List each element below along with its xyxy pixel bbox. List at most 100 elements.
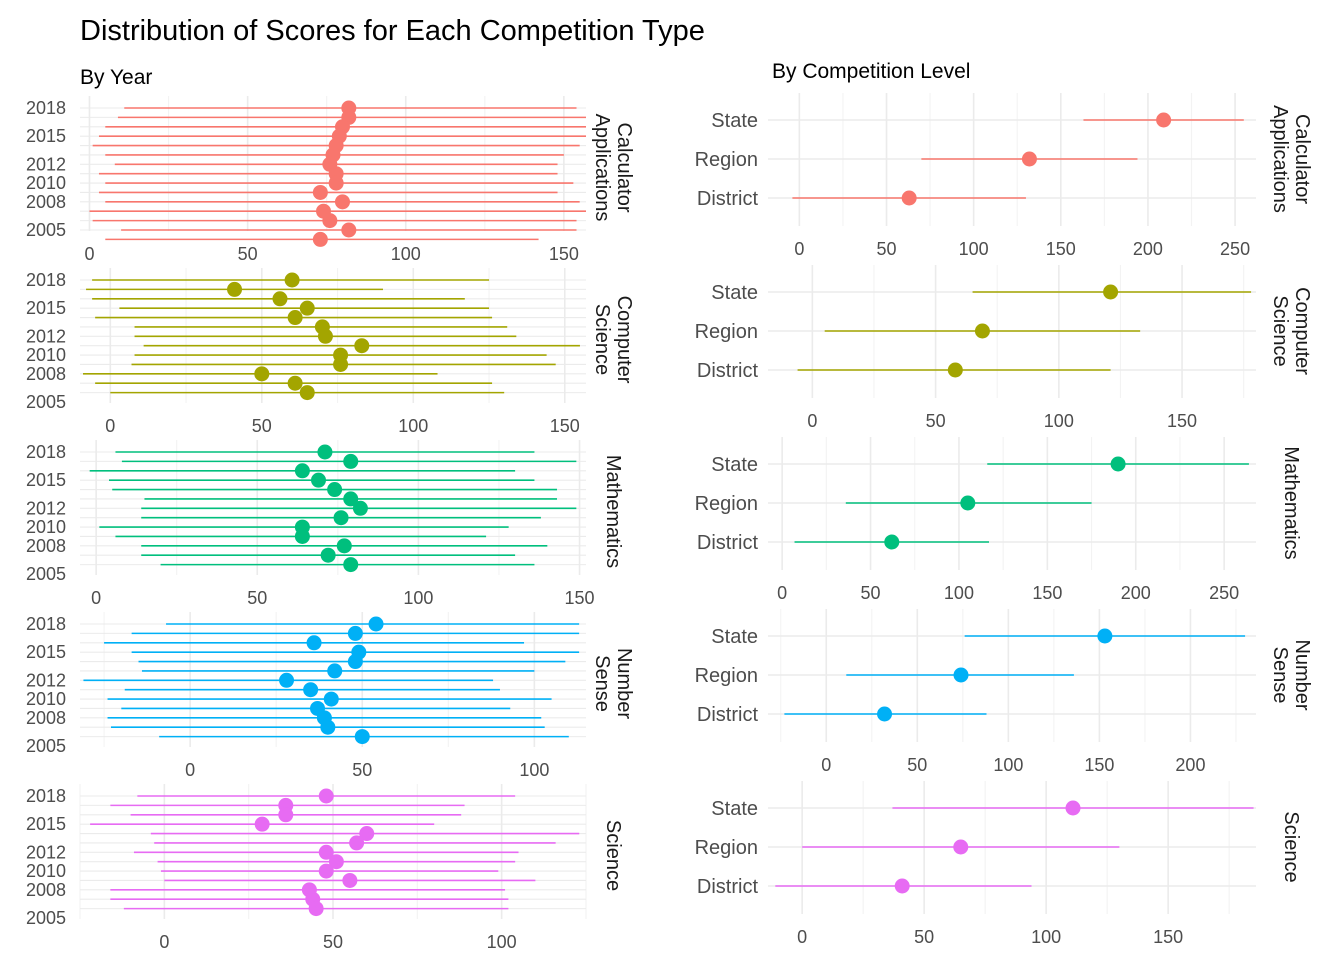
level-computer-science-y-tick-label: Region bbox=[695, 321, 758, 343]
year-calculator-applications-y-tick-label: 2010 bbox=[26, 173, 66, 193]
year-mathematics-mean-point-2016 bbox=[294, 463, 310, 479]
year-mathematics-x-tick-label: 0 bbox=[91, 588, 101, 608]
level-number-sense-strip-label: NumberSense bbox=[1269, 639, 1313, 710]
level-mathematics-x-tick-label: 0 bbox=[777, 583, 787, 603]
year-science-mean-point-2010 bbox=[318, 863, 334, 879]
year-mathematics-mean-point-2011 bbox=[333, 510, 349, 526]
year-computer-science-mean-point-2007 bbox=[287, 375, 303, 391]
year-number-sense-strip-label: NumberSense bbox=[591, 648, 635, 719]
year-mathematics-y-tick-label: 2010 bbox=[26, 517, 66, 537]
level-mathematics-x-tick-label: 250 bbox=[1209, 583, 1239, 603]
year-mathematics-mean-point-2008 bbox=[336, 538, 352, 554]
year-number-sense-mean-point-2014 bbox=[347, 654, 363, 670]
year-calculator-applications-strip-label-line: Applications bbox=[591, 114, 613, 222]
level-mathematics-x-tick-label: 200 bbox=[1121, 583, 1151, 603]
level-calculator-applications-strip-label-line: Applications bbox=[1269, 105, 1291, 213]
year-computer-science-y-tick-label: 2005 bbox=[26, 392, 66, 412]
level-number-sense-x-tick-label: 100 bbox=[993, 755, 1023, 775]
year-number-sense-y-tick-label: 2010 bbox=[26, 689, 66, 709]
right-panel-subtitle: By Competition Level bbox=[772, 60, 970, 83]
year-mathematics-strip-label-line: Mathematics bbox=[602, 455, 624, 568]
year-calculator-applications-mean-point-2006 bbox=[322, 213, 338, 229]
level-number-sense-strip-label-line: Sense bbox=[1269, 647, 1291, 704]
level-calculator-applications-y-tick-label: Region bbox=[695, 149, 758, 171]
level-number-sense-y-tick-label: State bbox=[711, 626, 758, 648]
year-science-strip-label-line: Science bbox=[602, 820, 624, 891]
year-science-mean-point-2012 bbox=[318, 844, 334, 860]
year-number-sense-y-tick-label: 2015 bbox=[26, 642, 66, 662]
level-computer-science-y-tick-label: District bbox=[697, 360, 759, 382]
level-calculator-applications-facet: 0 50 100 150 200 250 State Region District Calcul… bbox=[695, 93, 1313, 259]
year-computer-science-mean-point-2006 bbox=[299, 385, 315, 401]
level-computer-science-x-tick-label: 50 bbox=[926, 411, 946, 431]
level-mathematics-facet: 0 50 100 150 200 250 State Region District Mathem… bbox=[695, 437, 1302, 603]
level-number-sense-strip-label-line: Number bbox=[1291, 639, 1313, 710]
level-science-mean-point-state bbox=[1065, 800, 1081, 816]
year-science-y-tick-label: 2018 bbox=[26, 786, 66, 806]
level-calculator-applications-x-tick-label: 150 bbox=[1046, 239, 1076, 259]
year-mathematics-mean-point-2007 bbox=[320, 547, 336, 563]
year-calculator-applications-y-tick-label: 2015 bbox=[26, 126, 66, 146]
level-calculator-applications-x-tick-label: 200 bbox=[1133, 239, 1163, 259]
level-science-y-tick-label: Region bbox=[695, 837, 758, 859]
year-mathematics-mean-point-2009 bbox=[294, 528, 310, 544]
year-mathematics-x-tick-label: 150 bbox=[565, 588, 595, 608]
level-computer-science-mean-point-state bbox=[1103, 284, 1119, 300]
level-number-sense-y-tick-label: District bbox=[697, 704, 759, 726]
year-mathematics-y-tick-label: 2012 bbox=[26, 498, 66, 518]
level-science-facet: 0 50 100 150 State Region District Science bbox=[695, 781, 1302, 947]
level-computer-science-x-tick-label: 150 bbox=[1167, 411, 1197, 431]
year-mathematics-y-tick-label: 2005 bbox=[26, 564, 66, 584]
year-number-sense-y-tick-label: 2005 bbox=[26, 736, 66, 756]
year-computer-science-mean-point-2012 bbox=[317, 328, 333, 344]
year-mathematics-y-tick-label: 2018 bbox=[26, 442, 66, 462]
year-science-x-tick-label: 100 bbox=[487, 932, 517, 952]
year-science-y-tick-label: 2008 bbox=[26, 880, 66, 900]
level-science-x-tick-label: 100 bbox=[1031, 927, 1061, 947]
level-science-y-tick-label: State bbox=[711, 798, 758, 820]
year-computer-science-strip-label: ComputerScience bbox=[591, 296, 635, 384]
year-science-mean-point-2011 bbox=[328, 854, 344, 870]
year-calculator-applications-mean-point-2005 bbox=[341, 222, 357, 238]
level-mathematics-x-tick-label: 100 bbox=[944, 583, 974, 603]
level-number-sense-x-tick-label: 0 bbox=[821, 755, 831, 775]
year-computer-science-mean-point-2008 bbox=[254, 366, 270, 382]
level-computer-science-mean-point-region bbox=[974, 323, 990, 339]
left-panel-subtitle: By Year bbox=[80, 66, 152, 89]
year-mathematics-y-tick-label: 2015 bbox=[26, 470, 66, 490]
level-number-sense-y-tick-label: Region bbox=[695, 665, 758, 687]
year-number-sense-strip-label-line: Sense bbox=[591, 655, 613, 712]
year-number-sense-x-tick-label: 100 bbox=[519, 760, 549, 780]
year-calculator-applications-y-tick-label: 2018 bbox=[26, 98, 66, 118]
year-number-sense-mean-point-2010 bbox=[323, 691, 339, 707]
year-computer-science-y-tick-label: 2010 bbox=[26, 345, 66, 365]
year-number-sense-x-tick-label: 0 bbox=[185, 760, 195, 780]
year-number-sense-mean-point-2011 bbox=[303, 682, 319, 698]
year-mathematics-strip-label: Mathematics bbox=[602, 455, 624, 568]
year-mathematics-x-tick-label: 100 bbox=[403, 588, 433, 608]
level-number-sense-x-tick-label: 150 bbox=[1084, 755, 1114, 775]
year-computer-science-strip-label-line: Computer bbox=[613, 296, 635, 384]
level-computer-science-mean-point-district bbox=[947, 362, 963, 378]
level-science-y-tick-label: District bbox=[697, 876, 759, 898]
level-mathematics-y-tick-label: Region bbox=[695, 493, 758, 515]
level-calculator-applications-mean-point-state bbox=[1156, 112, 1172, 128]
level-calculator-applications-mean-point-district bbox=[901, 190, 917, 206]
level-calculator-applications-x-tick-label: 0 bbox=[794, 239, 804, 259]
year-science-mean-point-2018 bbox=[318, 788, 334, 804]
year-science-y-tick-label: 2015 bbox=[26, 814, 66, 834]
year-computer-science-strip-label-line: Science bbox=[591, 304, 613, 375]
year-calculator-applications-y-tick-label: 2005 bbox=[26, 220, 66, 240]
year-science-x-tick-label: 0 bbox=[159, 932, 169, 952]
level-science-mean-point-district bbox=[894, 878, 910, 894]
level-number-sense-x-tick-label: 200 bbox=[1175, 755, 1205, 775]
year-science-y-tick-label: 2012 bbox=[26, 842, 66, 862]
year-mathematics-mean-point-2015 bbox=[310, 472, 326, 488]
level-science-mean-point-region bbox=[953, 839, 969, 855]
year-number-sense-x-tick-label: 50 bbox=[352, 760, 372, 780]
level-mathematics-strip-label: Mathematics bbox=[1280, 446, 1302, 559]
level-calculator-applications-mean-point-region bbox=[1021, 151, 1037, 167]
